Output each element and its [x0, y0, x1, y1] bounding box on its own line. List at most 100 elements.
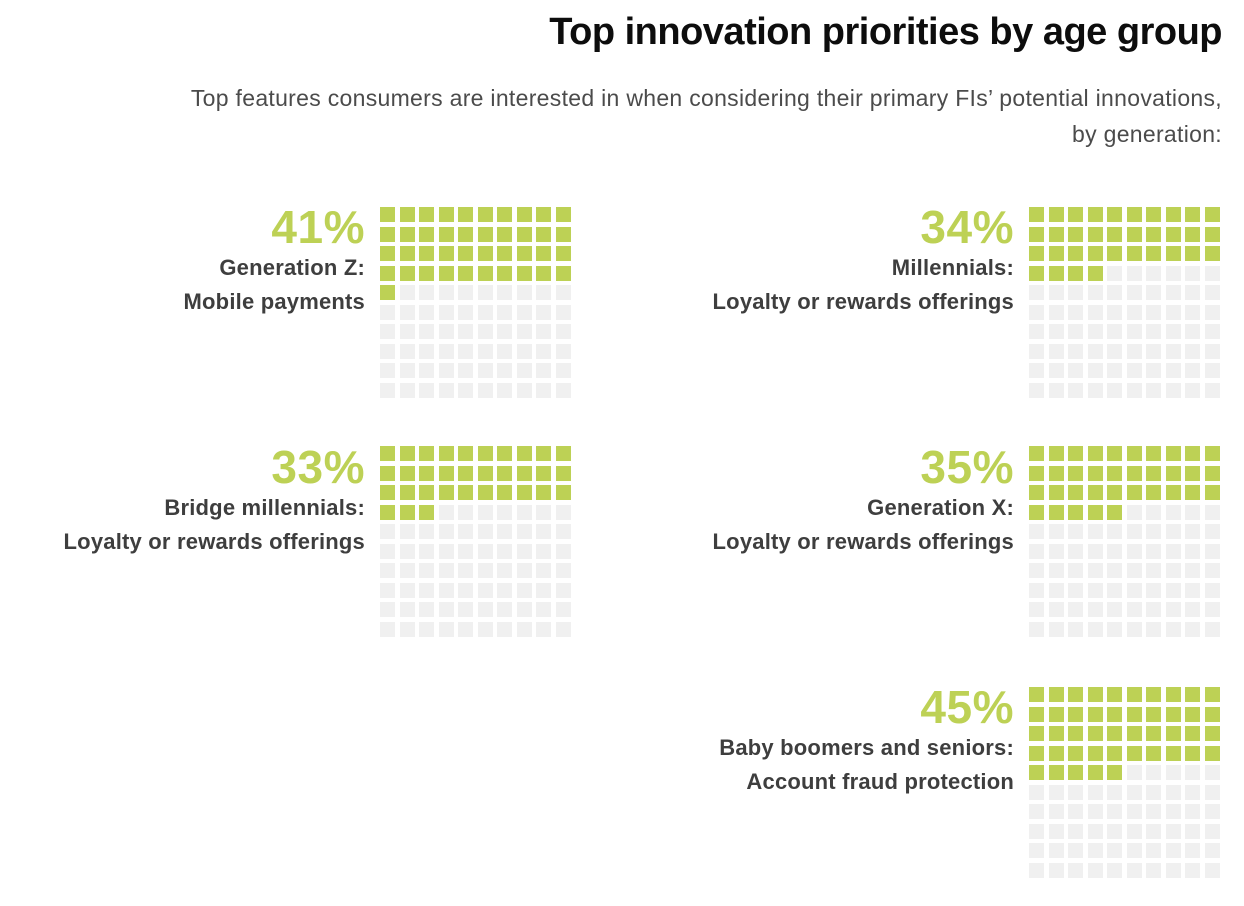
feature-label-bridge-millennials: Loyalty or rewards offerings: [63, 529, 365, 554]
waffle-cell-empty: [1029, 823, 1044, 839]
waffle-cell-empty: [1107, 285, 1122, 300]
waffle-cell-empty: [1029, 582, 1044, 598]
waffle-cell-empty: [1165, 602, 1181, 617]
waffle-cell-filled: [1185, 687, 1200, 702]
waffle-cell-empty: [458, 524, 473, 539]
waffle-cell-empty: [536, 524, 551, 539]
waffle-cell-empty: [1048, 285, 1064, 300]
waffle-cell-empty: [1068, 621, 1083, 637]
percent-value-boomers-seniors: 45%: [920, 681, 1014, 733]
waffle-cell-filled: [555, 265, 571, 281]
waffle-cell-empty: [1165, 343, 1181, 359]
waffle-cell-empty: [1146, 285, 1161, 300]
waffle-cell-filled: [1185, 706, 1200, 722]
waffle-cell-empty: [1204, 862, 1220, 878]
waffle-cell-empty: [1204, 304, 1220, 320]
waffle-cell-filled: [1048, 765, 1064, 780]
waffle-cell-empty: [1146, 784, 1161, 800]
waffle-cell-empty: [1126, 324, 1142, 339]
waffle-cell-empty: [419, 304, 434, 320]
waffle-cell-filled: [1087, 706, 1103, 722]
waffle-cell-empty: [1146, 563, 1161, 578]
percent-value-bridge-millennials: 33%: [271, 441, 365, 493]
waffle-cell-empty: [438, 524, 454, 539]
waffle-cell-empty: [1107, 543, 1122, 559]
waffle-cell-empty: [1126, 382, 1142, 398]
waffle-cell-empty: [1029, 602, 1044, 617]
waffle-cell-empty: [1107, 804, 1122, 819]
waffle-cell-filled: [1068, 246, 1083, 261]
waffle-cell-empty: [1126, 602, 1142, 617]
waffle-cell-filled: [438, 265, 454, 281]
waffle-cell-empty: [1087, 602, 1103, 617]
waffle-cell-empty: [1185, 504, 1200, 520]
waffle-cell-filled: [1165, 465, 1181, 481]
percent-value-gen-x: 35%: [920, 441, 1014, 493]
waffle-cell-empty: [458, 324, 473, 339]
waffle-cell-empty: [555, 343, 571, 359]
waffle-cell-filled: [477, 485, 493, 500]
waffle-cell-empty: [1029, 563, 1044, 578]
waffle-cell-empty: [1185, 304, 1200, 320]
waffle-cell-filled: [1068, 226, 1083, 242]
waffle-cell-empty: [399, 363, 415, 378]
waffle-cell-filled: [1087, 765, 1103, 780]
waffle-cell-filled: [1146, 207, 1161, 222]
waffle-cell-empty: [458, 504, 473, 520]
waffle-cell-empty: [1185, 543, 1200, 559]
waffle-cell-empty: [1107, 843, 1122, 858]
waffle-cell-empty: [1087, 363, 1103, 378]
waffle-cell-empty: [1107, 324, 1122, 339]
waffle-cell-empty: [1165, 324, 1181, 339]
waffle-cell-empty: [497, 524, 512, 539]
waffle-cell-filled: [1165, 726, 1181, 741]
waffle-cell-filled: [1204, 207, 1220, 222]
waffle-cell-empty: [438, 543, 454, 559]
waffle-cell-filled: [1048, 706, 1064, 722]
waffle-cell-empty: [438, 363, 454, 378]
waffle-cell-filled: [419, 465, 434, 481]
waffle-cell-filled: [1185, 446, 1200, 461]
waffle-cell-empty: [380, 324, 395, 339]
waffle-cell-empty: [1087, 563, 1103, 578]
waffle-cell-filled: [1048, 246, 1064, 261]
waffle-cell-empty: [1146, 843, 1161, 858]
waffle-cell-empty: [1146, 621, 1161, 637]
waffle-cell-filled: [1165, 246, 1181, 261]
waffle-cell-filled: [399, 226, 415, 242]
waffle-cell-empty: [419, 582, 434, 598]
waffle-cell-empty: [1165, 285, 1181, 300]
waffle-cell-filled: [438, 465, 454, 481]
waffle-cell-empty: [1126, 265, 1142, 281]
waffle-cell-empty: [1107, 524, 1122, 539]
waffle-cell-filled: [555, 485, 571, 500]
waffle-cell-filled: [1107, 745, 1122, 761]
waffle-cell-filled: [380, 485, 395, 500]
waffle-cell-filled: [516, 265, 532, 281]
waffle-cell-empty: [1126, 343, 1142, 359]
waffle-cell-empty: [516, 304, 532, 320]
waffle-cell-filled: [419, 265, 434, 281]
waffle-cell-empty: [1068, 363, 1083, 378]
waffle-cell-empty: [380, 343, 395, 359]
waffle-cell-empty: [1048, 382, 1064, 398]
waffle-cell-empty: [1068, 582, 1083, 598]
waffle-cell-filled: [1204, 226, 1220, 242]
waffle-cell-empty: [1029, 621, 1044, 637]
waffle-cell-empty: [1146, 324, 1161, 339]
waffle-cell-filled: [1087, 726, 1103, 741]
waffle-cell-empty: [1146, 524, 1161, 539]
waffle-cell-empty: [458, 304, 473, 320]
waffle-cell-filled: [399, 446, 415, 461]
waffle-cell-empty: [380, 382, 395, 398]
waffle-cell-empty: [1048, 862, 1064, 878]
waffle-cell-empty: [419, 543, 434, 559]
waffle-cell-empty: [1087, 804, 1103, 819]
waffle-cell-filled: [1068, 706, 1083, 722]
waffle-cell-filled: [1087, 265, 1103, 281]
waffle-cell-empty: [516, 343, 532, 359]
waffle-cell-empty: [1204, 563, 1220, 578]
waffle-cell-empty: [1029, 524, 1044, 539]
waffle-cell-empty: [458, 363, 473, 378]
